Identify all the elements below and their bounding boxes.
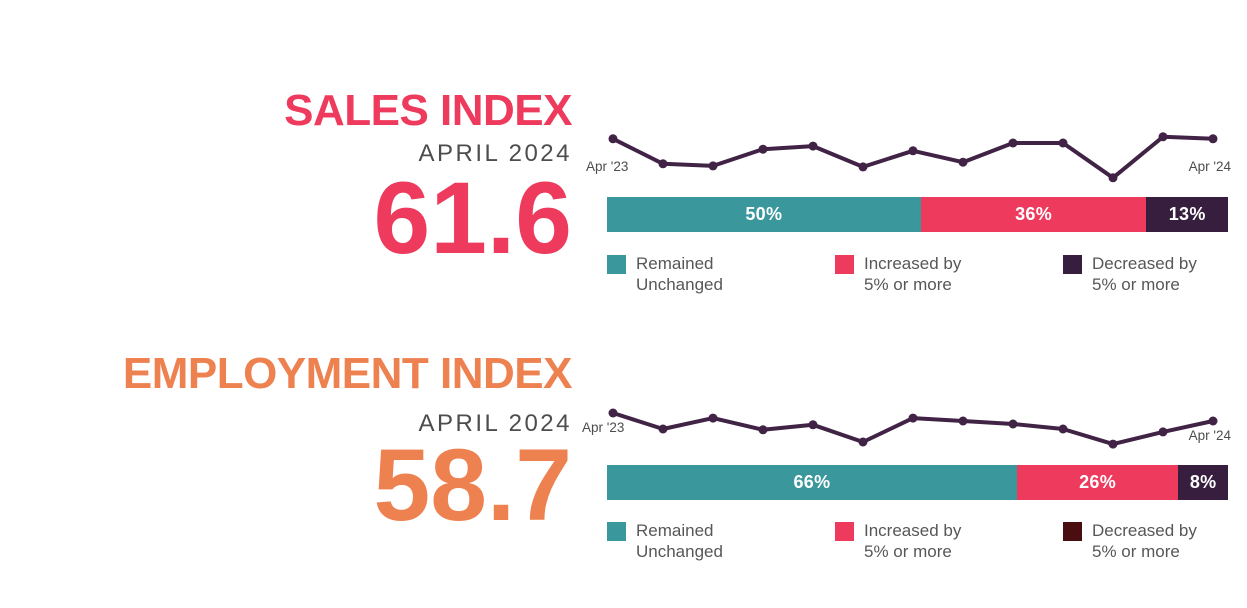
employment-breakdown-bar: 66% 26% 8%	[607, 465, 1228, 500]
employment-trend-end-label: Apr '24	[1188, 428, 1231, 443]
bar-segment: 66%	[607, 465, 1017, 500]
bar-segment: 36%	[920, 197, 1147, 232]
sales-trend-start-label: Apr '23	[586, 159, 629, 174]
legend-item: Decreased by 5% or more	[1063, 253, 1197, 295]
legend-label: Decreased by 5% or more	[1092, 253, 1197, 295]
legend-swatch	[835, 522, 854, 541]
trend-data-point	[958, 157, 968, 167]
legend-label: Remained Unchanged	[636, 253, 723, 295]
trend-data-point	[708, 161, 718, 171]
legend-swatch	[1063, 522, 1082, 541]
bar-segment-label: 66%	[793, 472, 831, 492]
bar-segment-label: 8%	[1189, 472, 1217, 492]
trend-data-point	[908, 413, 918, 423]
trend-data-point	[658, 159, 668, 169]
trend-line	[611, 134, 1215, 180]
trend-data-point	[608, 408, 618, 418]
bar-segment-label: 50%	[745, 204, 783, 224]
trend-data-point	[1058, 424, 1068, 434]
legend-item: Remained Unchanged	[607, 520, 723, 562]
legend-label-line1: Remained	[636, 254, 714, 273]
trend-data-point	[808, 141, 818, 151]
legend-label-line1: Decreased by	[1092, 521, 1197, 540]
legend-label: Remained Unchanged	[636, 520, 723, 562]
legend-label: Decreased by 5% or more	[1092, 520, 1197, 562]
trend-data-point	[908, 146, 918, 156]
trend-data-point	[1208, 134, 1218, 144]
legend-item: Increased by 5% or more	[835, 520, 961, 562]
trend-data-point	[1108, 173, 1118, 183]
legend-item: Decreased by 5% or more	[1063, 520, 1197, 562]
trend-data-point	[758, 144, 768, 154]
legend-label-line1: Remained	[636, 521, 714, 540]
employment-index-subtitle: APRIL 2024	[418, 410, 572, 437]
legend-swatch	[607, 255, 626, 274]
legend-label-line2: 5% or more	[1092, 542, 1180, 561]
trend-data-point	[858, 437, 868, 447]
sales-trend-end-label: Apr '24	[1188, 159, 1231, 174]
bar-segment: 13%	[1146, 197, 1228, 232]
legend-swatch	[835, 255, 854, 274]
legend-item: Increased by 5% or more	[835, 253, 961, 295]
legend-label-line2: 5% or more	[1092, 275, 1180, 294]
sales-trend-sparkline	[608, 132, 1218, 183]
trend-data-point	[608, 134, 618, 144]
legend-label-line1: Decreased by	[1092, 254, 1197, 273]
sales-index-value: 61.6	[373, 161, 572, 275]
bar-segment: 50%	[607, 197, 921, 232]
legend-label-line2: Unchanged	[636, 542, 723, 561]
legend-label-line1: Increased by	[864, 521, 962, 540]
sales-breakdown-legend: Remained Unchanged Increased by 5% or more D…	[607, 253, 1228, 301]
legend-item: Remained Unchanged	[607, 253, 723, 295]
employment-trend-start-label: Apr '23	[582, 420, 625, 435]
trend-data-point	[1008, 419, 1018, 429]
trend-data-point	[958, 416, 968, 426]
employment-trend-sparkline	[608, 408, 1218, 449]
trend-data-point	[1008, 138, 1018, 148]
employment-index-value: 58.7	[373, 428, 572, 542]
trend-data-point	[1158, 427, 1168, 437]
legend-label: Increased by 5% or more	[864, 520, 961, 562]
legend-swatch	[1063, 255, 1082, 274]
legend-label: Increased by 5% or more	[864, 253, 961, 295]
legend-label-line2: 5% or more	[864, 275, 952, 294]
trend-data-point	[758, 425, 768, 435]
trend-data-point	[1158, 132, 1168, 142]
bar-segment-label: 36%	[1015, 204, 1053, 224]
sales-index-title: SALES INDEX	[284, 86, 572, 135]
bar-segment: 26%	[1016, 465, 1179, 500]
trend-data-point	[708, 413, 718, 423]
bar-segment: 8%	[1178, 465, 1228, 500]
trend-data-point	[1208, 416, 1218, 426]
trend-data-point	[1058, 138, 1068, 148]
sales-breakdown-bar: 50% 36% 13%	[607, 197, 1228, 232]
trend-data-point	[858, 162, 868, 172]
legend-label-line2: 5% or more	[864, 542, 952, 561]
legend-swatch	[607, 522, 626, 541]
employment-breakdown-legend: Remained Unchanged Increased by 5% or more D…	[607, 520, 1228, 568]
sales-index-subtitle: APRIL 2024	[418, 140, 572, 167]
bar-segment-label: 13%	[1168, 204, 1206, 224]
legend-label-line1: Increased by	[864, 254, 962, 273]
trend-data-point	[808, 420, 818, 430]
trend-data-point	[658, 424, 668, 434]
trend-data-point	[1108, 439, 1118, 449]
bar-segment-label: 26%	[1079, 472, 1117, 492]
employment-index-title: EMPLOYMENT INDEX	[122, 349, 573, 398]
legend-label-line2: Unchanged	[636, 275, 723, 294]
